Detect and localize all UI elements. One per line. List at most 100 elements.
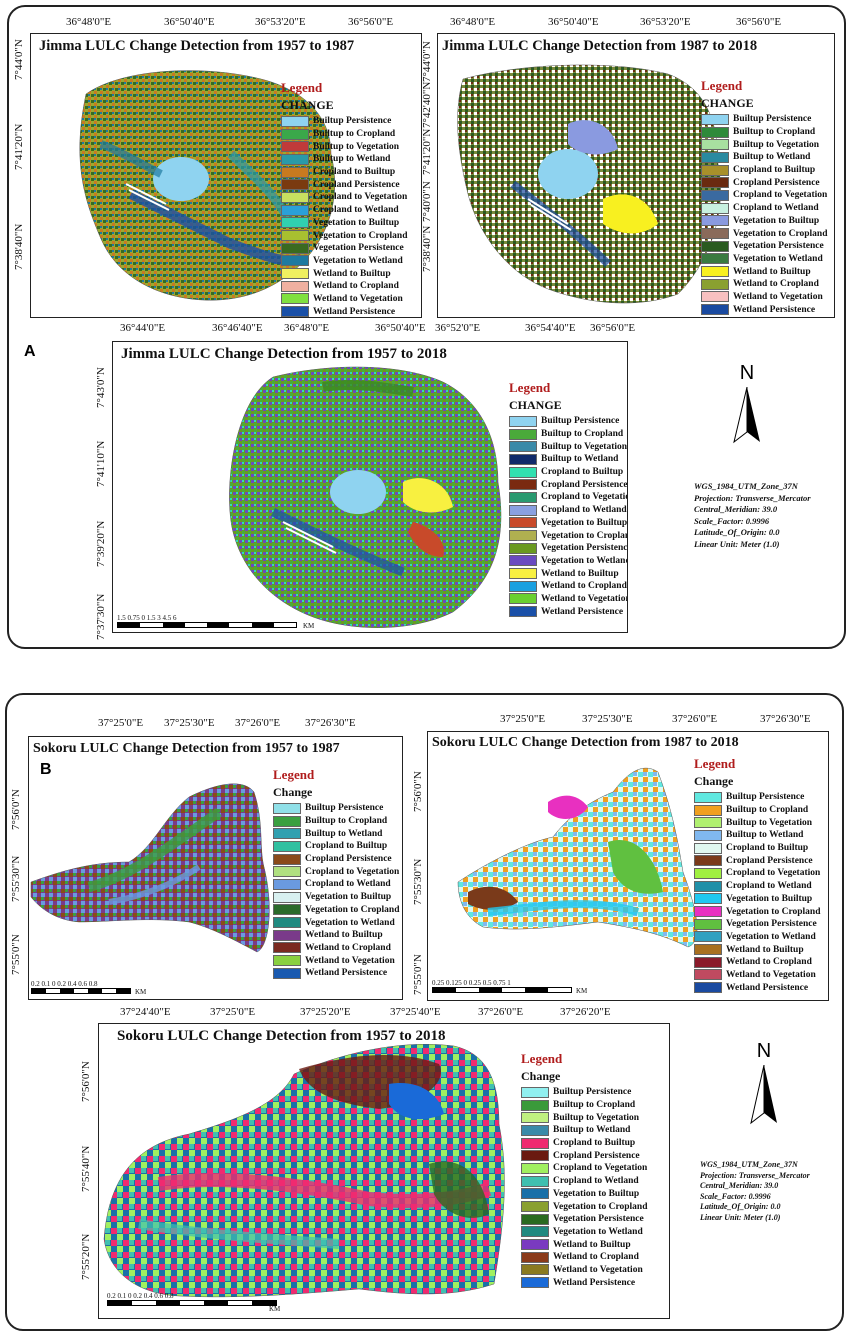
legend-label: Vegetation to Cropland (726, 906, 821, 917)
legend-item: Vegetation to Wetland (701, 253, 827, 266)
legend-label: Cropland to Wetland (305, 879, 391, 890)
legend-item: Cropland Persistence (701, 176, 827, 189)
scale-unit: KM (135, 988, 147, 996)
legend-label: Cropland to Vegetation (541, 492, 628, 503)
scale-bar: 1.5 0.75 0 1.5 3 4.5 6 KM (117, 614, 314, 630)
coord-label: 37°25'30"E (164, 717, 215, 729)
legend-label: Vegetation to Builtup (553, 1188, 640, 1199)
legend-item: Builtup Persistence (273, 802, 399, 815)
scale-unit: KM (576, 987, 588, 995)
legend-swatch (509, 593, 537, 605)
legend-item: Wetland Persistence (521, 1276, 647, 1289)
north-label: N (739, 362, 755, 384)
map-a3-raster (229, 366, 502, 628)
legend-swatch (281, 179, 309, 191)
legend-swatch (701, 164, 729, 176)
legend-item: Cropland to Vegetation (273, 865, 399, 878)
legend-label: Builtup Persistence (305, 803, 384, 814)
legend-swatch (694, 944, 722, 956)
legend-swatch (694, 791, 722, 803)
legend-label: Builtup Persistence (733, 114, 812, 125)
legend-swatch (701, 253, 729, 265)
legend-label: Vegetation to Builtup (541, 517, 628, 528)
legend-swatch (701, 113, 729, 125)
coord-label: 37°25'20"E (300, 1006, 351, 1018)
coord-label: 7°41'20"N (13, 123, 25, 170)
legend-item: Vegetation to Builtup (694, 893, 820, 906)
legend-label: Vegetation Persistence (553, 1214, 644, 1225)
coord-label: 37°25'30"E (582, 713, 633, 725)
coord-label: 7°40'0"N (421, 181, 433, 222)
legend-item: Wetland to Builtup (273, 929, 399, 942)
legend-title: Legend (701, 78, 743, 93)
legend-item: Wetland Persistence (701, 303, 827, 316)
legend-label: Wetland to Cropland (733, 279, 819, 290)
legend-item: Cropland to Builtup (701, 164, 827, 177)
legend-item: Wetland to Vegetation (273, 954, 399, 967)
legend-swatch (509, 491, 537, 503)
legend-swatch (521, 1213, 549, 1225)
legend-subtitle: CHANGE (701, 96, 754, 110)
map-b2-raster (457, 767, 698, 948)
coord-label: 7°41'10"N (95, 440, 107, 487)
legend-label: Cropland to Builtup (305, 841, 388, 852)
legend-swatch (521, 1251, 549, 1263)
legend-item: Cropland to Wetland (694, 880, 820, 893)
legend-item: Vegetation to Builtup (273, 891, 399, 904)
coord-label: 7°43'0"N (95, 367, 107, 408)
legend-item: Wetland Persistence (694, 981, 820, 994)
legend-item: Wetland to Cropland (701, 278, 827, 291)
legend-label: Wetland to Vegetation (305, 955, 395, 966)
legend-label: Cropland to Vegetation (313, 192, 408, 203)
legend-swatch (281, 230, 309, 242)
legend-subtitle: CHANGE (281, 98, 334, 112)
coord-label: 7°39'20"N (95, 520, 107, 567)
legend-swatch (694, 880, 722, 892)
legend-item: Cropland to Wetland (273, 878, 399, 891)
legend-item: Builtup Persistence (509, 415, 627, 428)
projection-line: Central_Meridian: 39.0 (700, 1181, 779, 1190)
legend-subtitle: CHANGE (509, 398, 562, 412)
legend-swatch (509, 568, 537, 580)
legend-swatch (273, 828, 301, 840)
legend-item: Builtup to Vegetation (509, 440, 627, 453)
legend-label: Builtup to Cropland (305, 816, 388, 827)
legend-label: Wetland Persistence (305, 968, 388, 979)
coord-label: 36°50'40"E (548, 16, 599, 28)
legend-swatch (281, 217, 309, 229)
legend-swatch (281, 141, 309, 153)
map-b1-extent (30, 783, 270, 953)
coord-label: 36°52'0"E (435, 322, 481, 334)
legend-label: Wetland to Builtup (553, 1239, 631, 1250)
legend-swatch (701, 189, 729, 201)
map-title: Jimma LULC Change Detection from 1957 to… (121, 346, 447, 362)
legend: Legend Change Builtup Persistence Builtup… (273, 767, 399, 980)
legend-label: Builtup to Vegetation (733, 139, 820, 150)
legend-items: Builtup Persistence Builtup to Cropland Bu… (509, 415, 628, 618)
coord-label: 36°44'0"E (120, 322, 166, 334)
legend-swatch (701, 215, 729, 227)
coord-label: 37°26'20"E (560, 1006, 611, 1018)
scale-bar: 0.2 0.1 0 0.2 0.4 0.6 0.8 KM (31, 980, 146, 996)
coord-label: 37°26'0"E (235, 717, 281, 729)
legend-label: Builtup to Wetland (313, 154, 391, 165)
scale-labels: 0.2 0.1 0 0.2 0.4 0.6 0.8 (31, 980, 98, 988)
legend-swatch (281, 115, 309, 127)
coord-label: 36°48'0"E (284, 322, 330, 334)
legend-label: Wetland Persistence (541, 606, 624, 617)
legend-swatch (273, 929, 301, 941)
legend-swatch (701, 278, 729, 290)
legend-swatch (281, 268, 309, 280)
legend-swatch (694, 969, 722, 981)
coord-label: 7°42'40"N (421, 81, 433, 128)
legend-item: Cropland Persistence (521, 1149, 647, 1162)
legend-item: Builtup to Wetland (694, 829, 820, 842)
legend-item: Cropland to Wetland (521, 1175, 647, 1188)
coord-label: 7°56'0"N (80, 1061, 92, 1102)
legend-item: Builtup to Vegetation (694, 816, 820, 829)
projection-line: WGS_1984_UTM_Zone_37N (700, 1160, 798, 1169)
legend-label: Wetland to Builtup (726, 944, 804, 955)
coord-label: 7°37'30"N (95, 593, 107, 640)
coord-label: 7°56'0"N (10, 789, 22, 830)
legend-label: Vegetation Persistence (726, 919, 817, 930)
